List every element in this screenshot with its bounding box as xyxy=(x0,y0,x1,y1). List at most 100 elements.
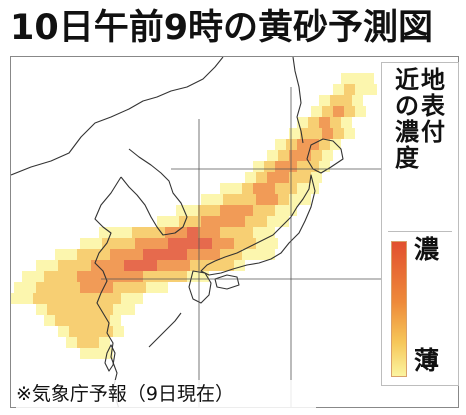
dust-cell xyxy=(58,260,69,271)
dust-cell xyxy=(157,282,168,293)
dust-cell xyxy=(344,106,355,117)
dust-cell xyxy=(352,73,363,84)
dust-cell xyxy=(308,117,319,128)
dust-cell xyxy=(220,205,231,216)
dust-cell xyxy=(363,73,374,84)
dust-cell xyxy=(223,238,234,249)
dust-cell xyxy=(220,249,231,260)
dust-cell xyxy=(308,183,319,194)
legend-divider xyxy=(388,231,452,232)
dust-cell xyxy=(80,260,91,271)
legend-title-char: 地 xyxy=(421,66,445,94)
dust-cell xyxy=(124,304,135,315)
dust-cell xyxy=(91,260,102,271)
dust-cell xyxy=(264,205,275,216)
dust-cell xyxy=(91,238,102,249)
dust-cell xyxy=(99,227,110,238)
dust-cell xyxy=(66,337,77,348)
dust-cell xyxy=(352,95,363,106)
dust-cell xyxy=(121,227,132,238)
coastline-kyushu xyxy=(188,270,212,304)
dust-cell xyxy=(234,194,245,205)
dust-cell xyxy=(297,183,308,194)
dust-cell xyxy=(165,249,176,260)
coastline-taiwan xyxy=(104,344,116,372)
dust-cell xyxy=(289,128,300,139)
dust-cell xyxy=(135,282,146,293)
dust-cell xyxy=(33,271,44,282)
dust-cell xyxy=(245,194,256,205)
dust-cell xyxy=(179,238,190,249)
dust-cell xyxy=(223,194,234,205)
dust-cell xyxy=(154,249,165,260)
dust-cell xyxy=(14,282,25,293)
dust-cell xyxy=(242,205,253,216)
dust-cell xyxy=(319,95,330,106)
dust-cell xyxy=(110,227,121,238)
dust-cell xyxy=(278,150,289,161)
dust-cell xyxy=(80,326,91,337)
dust-cell xyxy=(135,238,146,249)
dust-cell xyxy=(44,271,55,282)
dust-cell xyxy=(355,84,366,95)
dust-cell xyxy=(110,271,121,282)
dust-cell xyxy=(33,293,44,304)
dust-cell xyxy=(297,139,308,150)
dust-cell xyxy=(267,150,278,161)
dust-cell xyxy=(275,139,286,150)
dust-cell xyxy=(88,271,99,282)
dust-cell xyxy=(22,293,33,304)
dust-cell xyxy=(102,238,113,249)
legend-title-char: 濃 xyxy=(395,118,419,146)
dust-cell xyxy=(256,194,267,205)
dust-cell xyxy=(223,216,234,227)
dust-cell xyxy=(319,139,330,150)
dust-cell xyxy=(344,84,355,95)
dust-cell xyxy=(187,271,198,282)
dust-cell xyxy=(245,216,256,227)
coastline-korean-peninsula xyxy=(120,148,188,236)
dust-cell xyxy=(267,172,278,183)
dust-cell xyxy=(341,95,352,106)
coastline-china-east xyxy=(94,176,122,407)
dust-cell xyxy=(297,117,308,128)
dust-cell xyxy=(242,227,253,238)
dust-cell xyxy=(289,150,300,161)
dust-cell xyxy=(187,249,198,260)
dust-cell xyxy=(113,260,124,271)
dust-cell xyxy=(110,293,121,304)
dust-cell xyxy=(132,227,143,238)
dust-cell xyxy=(187,227,198,238)
dust-cell xyxy=(341,117,352,128)
dust-cell xyxy=(253,249,264,260)
dust-cell xyxy=(36,260,47,271)
dust-cell xyxy=(69,326,80,337)
dust-cell xyxy=(190,260,201,271)
dust-cell xyxy=(198,227,209,238)
dust-cell xyxy=(176,271,187,282)
dust-cell xyxy=(209,227,220,238)
dust-cell xyxy=(209,205,220,216)
dust-cell xyxy=(113,326,124,337)
dust-cell xyxy=(113,238,124,249)
dust-cell xyxy=(66,249,77,260)
dust-cell xyxy=(66,315,77,326)
dust-cell xyxy=(341,73,352,84)
dust-cell xyxy=(256,238,267,249)
dust-cell xyxy=(286,205,297,216)
dust-cell xyxy=(267,194,278,205)
dust-cell xyxy=(330,117,341,128)
dust-cell xyxy=(275,205,286,216)
dust-cell xyxy=(154,271,165,282)
dust-cell xyxy=(143,249,154,260)
dust-cell xyxy=(132,271,143,282)
dust-cell xyxy=(201,194,212,205)
dust-cell xyxy=(102,304,113,315)
dust-cell xyxy=(319,117,330,128)
dust-cell xyxy=(333,84,344,95)
dust-cell xyxy=(322,106,333,117)
map-canvas xyxy=(11,57,381,407)
dust-cell xyxy=(311,128,322,139)
dust-cell xyxy=(278,194,289,205)
dust-cell xyxy=(58,282,69,293)
